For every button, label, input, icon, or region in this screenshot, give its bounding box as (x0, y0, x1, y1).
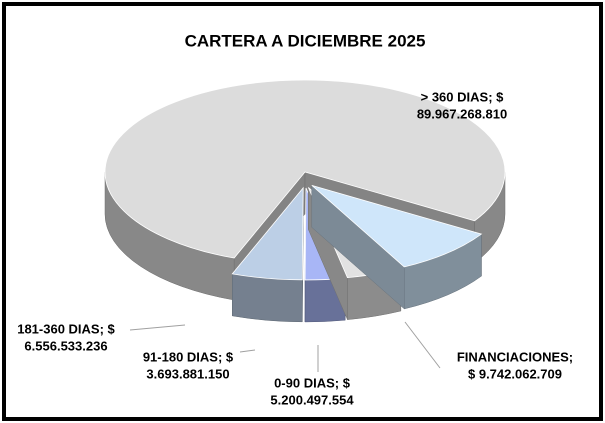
pie-slice-group (231, 186, 304, 323)
pie-slice-group (311, 184, 483, 310)
pie-slice (311, 184, 483, 268)
chart-title: CARTERA A DICIEMBRE 2025 (185, 31, 426, 50)
leader-line (404, 321, 441, 369)
data-label: > 360 DIAS; $ (421, 89, 505, 104)
data-label: 89.967.268.810 (417, 106, 507, 121)
data-label: $ 9.742.062.709 (468, 366, 562, 381)
pie-slice (231, 186, 304, 281)
leader-line (239, 349, 256, 353)
data-label: 181-360 DIAS; $ (17, 321, 115, 336)
data-label: FINANCIACIONES; (457, 349, 573, 364)
data-label: 6.556.533.236 (24, 338, 107, 353)
pie-slice (104, 79, 506, 259)
data-label: 91-180 DIAS; $ (143, 349, 234, 364)
data-label: 0-90 DIAS; $ (274, 375, 351, 390)
data-label: 3.693.881.150 (146, 366, 229, 381)
leader-line (129, 324, 186, 331)
slice-wall (232, 273, 303, 323)
data-label: 5.200.497.554 (270, 392, 354, 407)
